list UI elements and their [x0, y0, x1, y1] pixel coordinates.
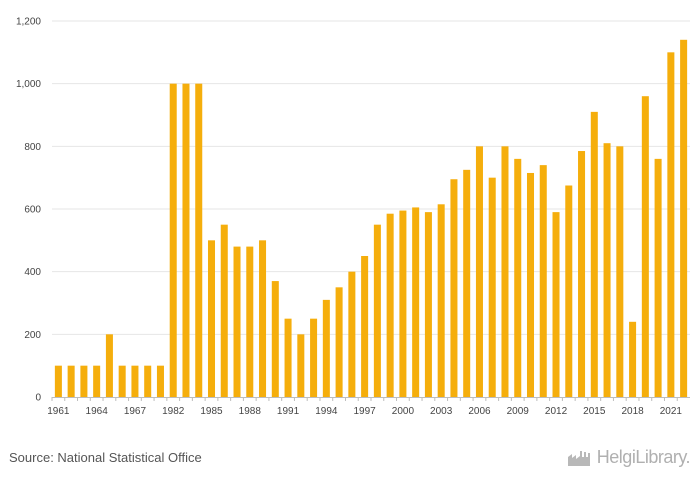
y-axis-ticks: 0 200 400 600 800 1,000 1,200	[16, 17, 41, 404]
y-tick-label: 400	[24, 267, 41, 278]
x-tick-label: 2012	[545, 406, 568, 417]
bar-1988[interactable]	[246, 246, 254, 397]
bar-1998[interactable]	[373, 224, 381, 397]
bar-2017[interactable]	[616, 146, 624, 397]
bar-1968[interactable]	[144, 365, 152, 397]
y-tick-label: 1,200	[16, 17, 41, 28]
logo-text: HelgiLibrary.	[596, 447, 691, 467]
bar-1997[interactable]	[361, 256, 369, 397]
y-tick-label: 800	[24, 142, 41, 153]
x-tick-label: 2009	[507, 406, 530, 417]
bar-1995[interactable]	[335, 287, 343, 397]
bar-2006[interactable]	[475, 146, 483, 397]
x-tick-label: 1991	[277, 406, 300, 417]
bar-2020[interactable]	[654, 158, 662, 397]
bar-2021[interactable]	[667, 52, 675, 397]
bar-2004[interactable]	[450, 179, 458, 397]
bar-chart: 0 200 400 600 800 1,000 1,200 1961 1964 1967 1982…	[16, 17, 690, 417]
bar-2014[interactable]	[578, 151, 586, 397]
bar-1989[interactable]	[259, 240, 267, 397]
bar-2002[interactable]	[424, 212, 432, 397]
x-tick-label: 2006	[468, 406, 491, 417]
bar-2016[interactable]	[603, 143, 611, 397]
y-tick-label: 0	[35, 393, 41, 404]
bar-2015[interactable]	[590, 111, 598, 398]
bar-1991[interactable]	[284, 318, 292, 397]
bar-1986[interactable]	[220, 224, 228, 397]
x-tick-label: 1967	[124, 406, 147, 417]
bar-1996[interactable]	[348, 271, 356, 397]
bar-2007[interactable]	[488, 177, 496, 397]
bar-1969[interactable]	[156, 365, 164, 397]
bar-2000[interactable]	[399, 210, 407, 397]
x-tick-label: 2018	[621, 406, 644, 417]
bar-1992[interactable]	[297, 334, 305, 397]
x-tick-label: 1964	[86, 406, 109, 417]
x-tick-label: 2021	[660, 406, 683, 417]
bar-2008[interactable]	[501, 146, 509, 397]
x-axis-ticks: 1961 1964 1967 1982 1985 1988 1991 1994 1997 2000…	[47, 397, 682, 417]
bar-1985[interactable]	[207, 240, 216, 397]
bar-1994[interactable]	[322, 299, 330, 397]
bar-2003[interactable]	[437, 204, 445, 397]
bar-2010[interactable]	[526, 172, 535, 397]
bar-2022[interactable]	[680, 39, 688, 398]
bar-1990[interactable]	[271, 281, 279, 397]
bar-2018[interactable]	[629, 321, 637, 397]
bar-2005[interactable]	[463, 169, 471, 397]
bar-1967[interactable]	[131, 365, 139, 397]
factory-icon	[567, 450, 590, 466]
x-tick-label: 2000	[392, 406, 415, 417]
x-tick-label: 2003	[430, 406, 453, 417]
x-tick-label: 1988	[239, 406, 262, 417]
bar-1964[interactable]	[93, 365, 101, 397]
bars	[54, 39, 688, 398]
x-tick-label: 1961	[47, 406, 70, 417]
x-tick-label: 2015	[583, 406, 606, 417]
bar-1982[interactable]	[169, 83, 177, 398]
bar-1963[interactable]	[80, 365, 88, 397]
x-tick-label: 1985	[200, 406, 223, 417]
bar-1961[interactable]	[54, 365, 62, 397]
bar-2009[interactable]	[514, 158, 522, 397]
bar-2013[interactable]	[565, 185, 573, 398]
bar-1993[interactable]	[310, 318, 318, 397]
bar-1987[interactable]	[233, 246, 241, 397]
y-tick-label: 1,000	[16, 79, 41, 90]
bar-1966[interactable]	[118, 365, 126, 397]
helgi-library-logo[interactable]: HelgiLibrary.	[567, 447, 691, 468]
source-note: Source: National Statistical Office	[9, 450, 202, 465]
bar-2011[interactable]	[539, 165, 547, 397]
x-tick-label: 1997	[353, 406, 376, 417]
x-tick-label: 1994	[315, 406, 338, 417]
bar-1999[interactable]	[386, 213, 394, 397]
bar-1984[interactable]	[195, 83, 203, 398]
bar-1983[interactable]	[182, 83, 190, 398]
bar-2012[interactable]	[552, 212, 560, 397]
bar-1965[interactable]	[105, 334, 113, 397]
bar-2001[interactable]	[412, 207, 420, 397]
bar-2019[interactable]	[641, 96, 649, 397]
bar-1962[interactable]	[67, 365, 75, 397]
y-tick-label: 600	[24, 205, 41, 216]
x-tick-label: 1982	[162, 406, 185, 417]
y-tick-label: 200	[24, 330, 41, 341]
